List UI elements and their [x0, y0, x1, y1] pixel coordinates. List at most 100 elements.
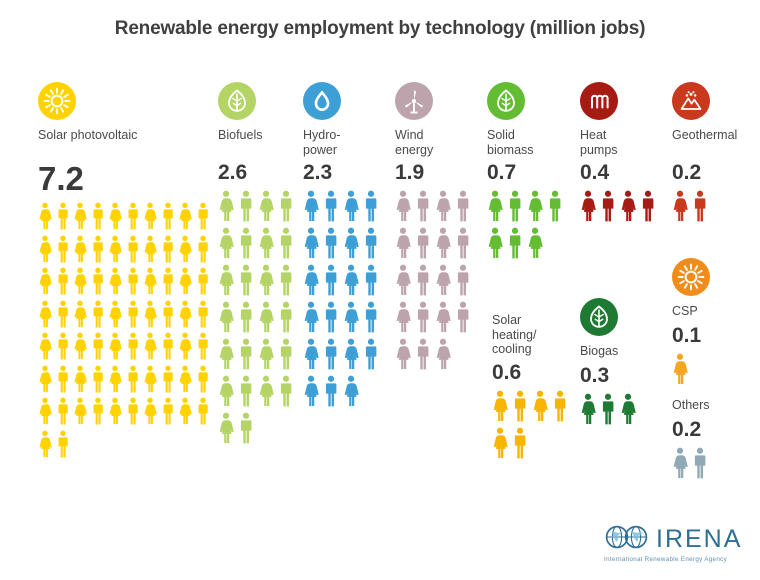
- person-figure: [218, 412, 238, 449]
- person-figure: [415, 264, 435, 301]
- person-figure: [323, 264, 343, 301]
- person-figure: [38, 202, 56, 235]
- person-figure: [56, 430, 74, 463]
- person-figure: [56, 365, 74, 398]
- person-figure: [108, 365, 126, 398]
- person-figure: [435, 264, 455, 301]
- person-figure: [395, 338, 415, 375]
- person-figure: [527, 190, 547, 227]
- person-figure: [455, 190, 475, 227]
- person-figure: [196, 202, 214, 235]
- person-figure: [38, 235, 56, 268]
- pictogram-group-csp: [672, 353, 754, 390]
- person-figure: [343, 301, 363, 338]
- person-figure: [108, 267, 126, 300]
- person-figure: [278, 301, 298, 338]
- person-figure: [73, 365, 91, 398]
- person-figure: [126, 202, 144, 235]
- person-figure: [196, 267, 214, 300]
- person-figure: [196, 332, 214, 365]
- person-figure: [435, 190, 455, 227]
- person-figure: [91, 365, 109, 398]
- person-figure: [126, 365, 144, 398]
- person-figure: [620, 190, 640, 227]
- person-figure: [56, 332, 74, 365]
- pictogram-group-hydropower: [303, 190, 385, 412]
- person-figure: [56, 397, 74, 430]
- category-label-solid-biomass: Solid biomass: [487, 128, 534, 157]
- person-figure: [161, 397, 179, 430]
- person-figure: [323, 338, 343, 375]
- person-figure: [640, 190, 660, 227]
- person-figure: [278, 338, 298, 375]
- person-figure: [196, 300, 214, 333]
- person-figure: [73, 235, 91, 268]
- person-figure: [600, 393, 620, 430]
- person-figure: [161, 267, 179, 300]
- person-figure: [455, 301, 475, 338]
- pictogram-group-solid-biomass: [487, 190, 569, 264]
- person-figure: [580, 393, 600, 430]
- person-figure: [161, 332, 179, 365]
- category-value-biogas: 0.3: [580, 364, 610, 387]
- person-figure: [143, 332, 161, 365]
- person-figure: [323, 190, 343, 227]
- person-figure: [238, 227, 258, 264]
- category-column-heat-pumps: Heat pumps 0.4: [580, 82, 660, 227]
- category-value-hydropower: 2.3: [303, 161, 333, 184]
- person-figure: [258, 264, 278, 301]
- person-figure: [38, 430, 56, 463]
- category-column-solar-pv: Solar photovoltaic 7.2: [38, 82, 218, 462]
- category-column-solar-heating-cooling: Solar heating/cooling 0.6: [492, 313, 577, 464]
- category-column-geothermal: Geothermal 0.2: [672, 82, 758, 227]
- person-figure: [126, 300, 144, 333]
- person-figure: [218, 375, 238, 412]
- person-figure: [323, 227, 343, 264]
- person-figure: [218, 301, 238, 338]
- person-figure: [91, 397, 109, 430]
- category-column-biofuels: Biofuels 2.6: [218, 82, 298, 449]
- person-figure: [415, 227, 435, 264]
- category-value-geothermal: 0.2: [672, 161, 702, 184]
- water-drop-icon: [303, 82, 341, 120]
- person-figure: [620, 393, 640, 430]
- leaf-icon: [487, 82, 525, 120]
- person-figure: [178, 365, 196, 398]
- person-figure: [435, 227, 455, 264]
- person-figure: [343, 264, 363, 301]
- irena-tagline: International Renewable Energy Agency: [604, 556, 728, 563]
- category-label-csp: CSP: [672, 304, 698, 318]
- person-figure: [38, 365, 56, 398]
- person-figure: [143, 235, 161, 268]
- person-figure: [455, 227, 475, 264]
- pictogram-group-solar-heating-cooling: [492, 390, 574, 464]
- person-figure: [126, 332, 144, 365]
- person-figure: [73, 267, 91, 300]
- person-figure: [395, 190, 415, 227]
- pictogram-group-biogas: [580, 393, 662, 430]
- person-figure: [178, 332, 196, 365]
- person-figure: [143, 202, 161, 235]
- geyser-mountain-icon: [672, 82, 710, 120]
- person-figure: [278, 190, 298, 227]
- category-column-others: Others 0.2: [672, 398, 758, 484]
- person-figure: [507, 227, 527, 264]
- person-figure: [532, 390, 552, 427]
- person-figure: [143, 397, 161, 430]
- person-figure: [38, 300, 56, 333]
- person-figure: [238, 375, 258, 412]
- category-label-hydropower: Hydro-power: [303, 128, 341, 157]
- person-figure: [363, 227, 383, 264]
- person-figure: [196, 365, 214, 398]
- person-figure: [487, 227, 507, 264]
- person-figure: [73, 397, 91, 430]
- person-figure: [161, 300, 179, 333]
- person-figure: [38, 397, 56, 430]
- person-figure: [258, 190, 278, 227]
- person-figure: [278, 375, 298, 412]
- person-figure: [343, 227, 363, 264]
- person-figure: [600, 190, 620, 227]
- person-figure: [258, 301, 278, 338]
- person-figure: [238, 264, 258, 301]
- pictogram-group-others: [672, 447, 754, 484]
